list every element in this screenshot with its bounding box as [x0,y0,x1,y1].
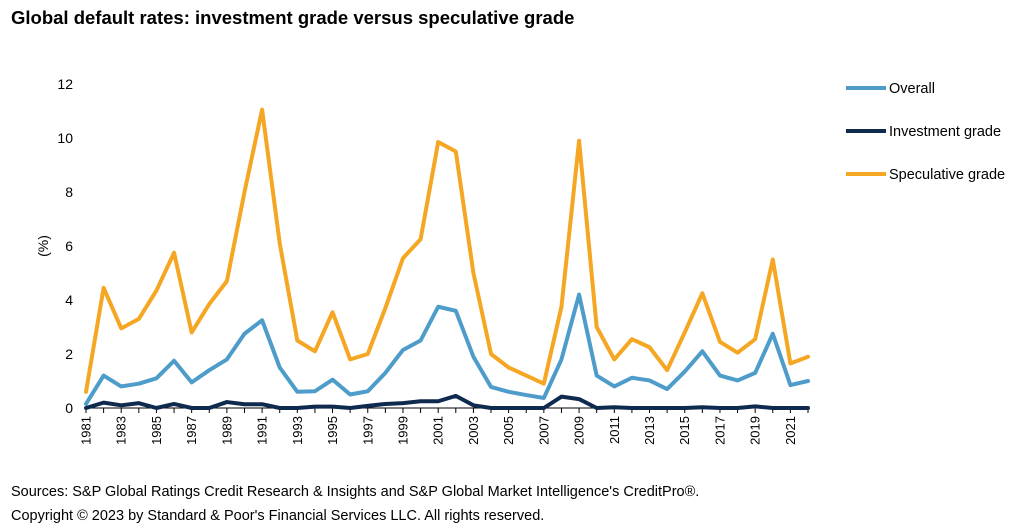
legend-label-speculative-grade: Speculative grade [889,167,1005,183]
x-tick-label: 2009 [572,416,587,445]
series-line-speculative-grade [84,107,810,394]
x-tick-label: 2003 [466,416,481,445]
x-axis: 1981 1983 1985 1987 1989 1991 1993 1995 1997 1999… [79,407,809,445]
series-layer [84,107,810,410]
y-tick-label: 2 [65,346,73,362]
x-tick-label: 2013 [642,416,657,445]
x-tick-label: 1995 [325,416,340,445]
y-tick-label: 10 [57,130,73,146]
y-tick-label: 4 [65,292,73,308]
y-axis-label: (%) [35,235,51,257]
y-axis: 0 2 4 6 8 10 12 [57,76,73,416]
x-tick-label: 1989 [219,416,234,445]
x-tick-label: 1999 [395,416,410,445]
series-line-overall [84,292,810,406]
x-tick-label: 2021 [783,416,798,445]
y-tick-label: 0 [65,400,73,416]
x-tick-label: 2011 [607,416,622,444]
y-tick-label: 12 [57,76,73,92]
sources-note: Sources: S&P Global Ratings Credit Resea… [11,484,700,500]
series-line-investment-grade [84,393,810,410]
x-tick-label: 1993 [290,416,305,445]
chart-title: Global default rates: investment grade v… [11,7,575,28]
x-tick-label: 1987 [184,416,199,445]
x-tick-label: 2005 [501,416,516,445]
y-tick-label: 6 [65,238,73,254]
copyright-note: Copyright © 2023 by Standard & Poor's Fi… [11,508,545,524]
x-tick-label: 2015 [677,416,692,445]
x-tick-label: 2001 [431,416,446,445]
x-tick-label: 1997 [360,416,375,445]
legend-label-overall: Overall [889,81,935,97]
x-tick-label: 2007 [536,416,551,445]
x-tick-label: 1983 [114,416,129,445]
legend-label-investment-grade: Investment grade [889,124,1001,140]
x-tick-label: 1991 [255,416,270,445]
y-tick-label: 8 [65,184,73,200]
legend: Overall Investment grade Speculative grade [846,81,1005,183]
x-tick-label: 1981 [79,416,94,445]
x-tick-label: 2017 [712,416,727,445]
x-tick-label: 2019 [748,416,763,445]
x-tick-label: 1985 [149,416,164,445]
